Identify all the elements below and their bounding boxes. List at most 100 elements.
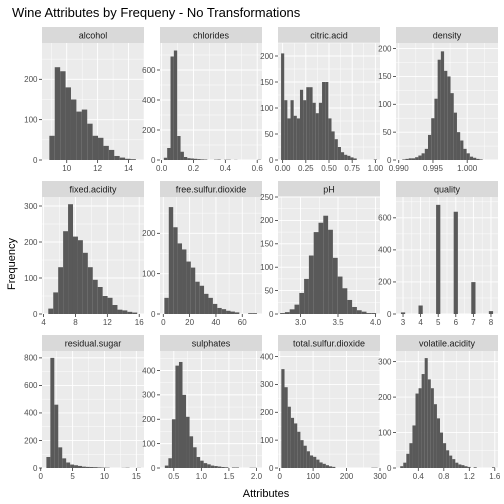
y-tick-label: 0 [151, 156, 156, 165]
histogram-bar [58, 267, 64, 314]
x-tick-label: 15 [132, 472, 141, 481]
y-tick-label: 200 [378, 278, 392, 287]
histogram-bar [217, 307, 222, 314]
histogram-bar [306, 87, 310, 160]
y-tick-label: 300 [142, 391, 156, 400]
histogram-bar [409, 443, 413, 468]
histogram-bar [308, 255, 314, 314]
histogram-bar [224, 467, 229, 468]
histogram-bar [112, 305, 118, 314]
x-axis-title: Attributes [243, 488, 290, 500]
histogram-bar [132, 312, 138, 314]
x-tick-label: 5 [70, 472, 75, 481]
histogram-bar [331, 131, 335, 160]
histogram-bar [207, 464, 211, 468]
histogram-bar [177, 136, 181, 160]
y-tick-label: 200 [260, 216, 274, 225]
y-tick-label: 400 [260, 352, 274, 361]
histogram-bar [361, 311, 367, 314]
histogram-bar [281, 369, 285, 468]
y-tick-label: 200 [260, 52, 274, 61]
histogram-bar [318, 102, 323, 160]
x-tick-label: 12 [103, 318, 112, 327]
histogram-bar [197, 159, 201, 160]
histogram-bar [117, 309, 123, 314]
histogram-bar [300, 440, 304, 468]
histogram-bar [479, 159, 483, 160]
y-tick-label: 200 [378, 44, 392, 53]
histogram-bar [281, 53, 285, 160]
y-tick-label: 250 [260, 193, 274, 202]
histogram-bar [313, 456, 317, 468]
facet-volatile-acidity: volatile.acidity 0 100 200 300 0.4 0.8 1.2 1.6 [378, 335, 501, 481]
histogram-bar [78, 465, 82, 468]
x-tick-label: 8 [73, 318, 78, 327]
facet-strip [278, 181, 380, 197]
histogram-bar [319, 462, 323, 468]
histogram-bar [431, 118, 435, 160]
histogram-bar [221, 467, 225, 468]
histogram-bar [186, 261, 191, 314]
facet-strip [396, 27, 498, 43]
histogram-bar [97, 467, 102, 468]
y-tick-label: 400 [142, 96, 156, 105]
histogram-bar [196, 457, 201, 468]
x-tick-label: 3.5 [332, 318, 344, 327]
histogram-bar [189, 436, 194, 468]
y-tick-label: 0 [151, 464, 156, 473]
histogram-bar [353, 158, 357, 160]
x-tick-label: 100 [306, 472, 320, 481]
histogram-bar [318, 222, 324, 314]
histogram-bar [217, 466, 222, 468]
facet-density: density 0 50 100 150 200 0.990 0.995 1.000 [378, 27, 498, 173]
x-tick-label: 8 [489, 318, 494, 327]
facet-strip [278, 27, 380, 43]
histogram-bar [125, 158, 131, 160]
y-tick-label: 200 [260, 408, 274, 417]
facet-strip [160, 335, 262, 351]
y-tick-label: 100 [378, 100, 392, 109]
histogram-bar [303, 100, 307, 160]
y-tick-label: 0 [387, 156, 392, 165]
y-tick-label: 800 [24, 354, 38, 363]
histogram-bar [97, 287, 103, 314]
facet-strip [42, 181, 144, 197]
histogram-bar [167, 148, 171, 160]
histogram-bar [163, 157, 168, 160]
histogram-bar [299, 89, 304, 160]
x-tick-label: 0.4 [220, 164, 232, 173]
histogram-bar [122, 310, 128, 314]
histogram-bar [316, 459, 320, 468]
y-tick-label: 400 [378, 246, 392, 255]
y-tick-label: 400 [24, 409, 38, 418]
facet-ph: pH 0 50 100 150 200 250 3.0 3.5 4.0 [260, 181, 382, 327]
histogram-bar [171, 419, 176, 468]
histogram-bar [284, 387, 288, 468]
x-tick-label: 60 [238, 318, 247, 327]
histogram-bar [195, 281, 200, 314]
histogram-bar [65, 87, 71, 160]
histogram-bar [405, 158, 409, 160]
facet-strip-label: volatile.acidity [419, 339, 476, 349]
histogram-bar [322, 463, 326, 468]
histogram-bar [48, 308, 54, 314]
histogram-bar [366, 313, 372, 314]
y-tick-label: 600 [142, 66, 156, 75]
y-tick-label: 200 [142, 415, 156, 424]
histogram-bar [421, 153, 425, 160]
histogram-bar [466, 153, 470, 160]
histogram-bar [284, 100, 288, 160]
histogram-bar [400, 466, 404, 468]
x-tick-label: 0.50 [321, 164, 337, 173]
y-tick-label: 0 [387, 464, 392, 473]
y-tick-label: 300 [260, 380, 274, 389]
histogram-bar [92, 279, 98, 314]
histogram-bar [68, 204, 73, 314]
histogram-bar [119, 157, 126, 160]
histogram-bar [342, 288, 348, 314]
y-tick-label: 150 [378, 72, 392, 81]
x-tick-label: 200 [340, 472, 354, 481]
histogram-bar [92, 135, 99, 160]
facet-strip-label: sulphates [192, 339, 231, 349]
histogram-bar [303, 445, 307, 468]
